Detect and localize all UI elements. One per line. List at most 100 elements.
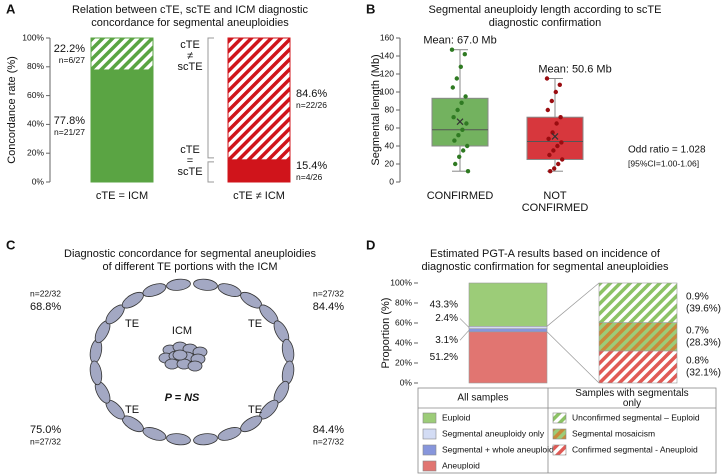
overall-label: 0.9%	[686, 291, 709, 302]
panel-title: concordance for segmental aneuploidies	[91, 17, 289, 29]
data-label: (39.6%)	[686, 303, 721, 314]
data-label: 2.4%	[435, 313, 458, 324]
n-label: n=27/32	[30, 436, 61, 446]
y-tick-label: 80%	[395, 297, 412, 307]
point	[556, 161, 561, 167]
bar-segment	[468, 331, 548, 384]
point	[464, 121, 469, 126]
bracket	[207, 37, 214, 159]
legend-box	[417, 387, 717, 474]
mean-marker	[456, 118, 464, 126]
point	[546, 136, 551, 141]
te-cell	[193, 278, 218, 291]
point	[547, 152, 552, 158]
bracket-label: cTE	[180, 144, 200, 156]
y-axis-label: Proportion (%)	[380, 298, 392, 369]
y-tick-label: 40	[385, 140, 395, 150]
point	[554, 121, 559, 126]
y-axis-label: Segmental length (Mb)	[370, 54, 382, 165]
point	[549, 98, 554, 104]
legend-swatch	[552, 428, 567, 440]
data-label: 15.4%	[296, 160, 327, 172]
data-label: 22.2%	[54, 43, 85, 55]
y-tick-label: 80%	[27, 61, 44, 71]
legend-label: Unconfirmed segmental – Euploid	[572, 412, 700, 422]
y-tick-label: 40%	[395, 337, 412, 347]
bar-segment	[598, 350, 678, 384]
overall-label: 0.8%	[686, 356, 709, 367]
bracket-label: ≠	[187, 50, 193, 62]
point	[552, 166, 557, 171]
legend-label: Confirmed segmental - Aneuploid	[572, 444, 698, 454]
legend-swatch	[552, 444, 567, 456]
bar-segment	[90, 37, 154, 71]
point	[455, 107, 460, 113]
x-tick-label: cTE ≠ ICM	[233, 190, 285, 202]
mean-label: Mean: 67.0 Mb	[423, 35, 496, 47]
data-label: 77.8%	[54, 115, 85, 127]
panel-title: of different TE portions with the ICM	[102, 261, 277, 273]
mean-label: Mean: 50.6 Mb	[538, 63, 611, 75]
point	[553, 89, 558, 95]
panel-title: diagnostic confirmation	[489, 17, 602, 29]
legend-label: Segmental mosaicism	[572, 428, 655, 438]
te-cell	[240, 415, 263, 433]
x-tick-label: cTE = ICM	[96, 190, 148, 202]
bracket-label: scTE	[177, 61, 202, 73]
point	[463, 94, 468, 99]
annotation: [95%CI=1.00-1.06]	[628, 158, 699, 168]
bracket	[207, 161, 214, 183]
bar-segment	[468, 282, 548, 327]
rate-label: 84.4%	[313, 301, 344, 313]
te-label: TE	[125, 318, 139, 330]
y-tick-label: 60	[385, 122, 395, 132]
point	[450, 85, 455, 90]
te-cell	[166, 433, 191, 446]
point	[462, 52, 467, 57]
point	[550, 130, 555, 135]
y-axis-label: Concordance rate (%)	[6, 56, 18, 164]
point	[456, 133, 461, 138]
te-cell	[89, 360, 103, 386]
te-cell	[142, 283, 167, 297]
n-label: n=27/32	[313, 288, 344, 298]
point	[461, 148, 466, 153]
annotation: Odd ratio = 1.028	[628, 145, 706, 156]
n-label: n=27/32	[313, 436, 344, 446]
legend-swatch	[552, 412, 567, 424]
y-tick-label: 0%	[32, 176, 45, 186]
point	[449, 47, 455, 52]
point	[551, 148, 556, 153]
panel-letter: A	[6, 1, 16, 16]
te-cell	[281, 338, 295, 364]
zoom-line	[546, 331, 600, 384]
legend-header: Samples with segmentals only	[575, 388, 688, 409]
point	[459, 100, 464, 106]
icm-cell	[187, 360, 203, 372]
y-tick-label: 20%	[395, 357, 412, 367]
panel-title: diagnostic confirmation for segmental an…	[421, 261, 669, 273]
point	[465, 169, 471, 174]
y-tick-label: 60%	[395, 317, 412, 327]
y-tick-label: 140	[380, 50, 394, 60]
rate-label: 75.0%	[30, 424, 61, 436]
te-cell	[121, 291, 144, 309]
n-label: n=21/27	[54, 127, 85, 137]
bar-segment	[227, 37, 291, 161]
point	[545, 107, 550, 113]
point	[557, 82, 562, 88]
y-tick-label: 160	[380, 32, 394, 42]
bar-segment	[598, 322, 678, 352]
bar-segment	[90, 69, 154, 183]
legend-swatch	[422, 460, 437, 472]
point	[458, 64, 463, 70]
point	[451, 115, 456, 120]
y-tick-label: 60%	[27, 90, 44, 100]
x-tick-label: CONFIRMED	[427, 190, 494, 202]
bar-segment	[227, 159, 291, 183]
point	[457, 154, 462, 159]
te-cell	[217, 283, 242, 297]
data-label: (32.1%)	[686, 368, 721, 379]
point	[555, 143, 560, 149]
